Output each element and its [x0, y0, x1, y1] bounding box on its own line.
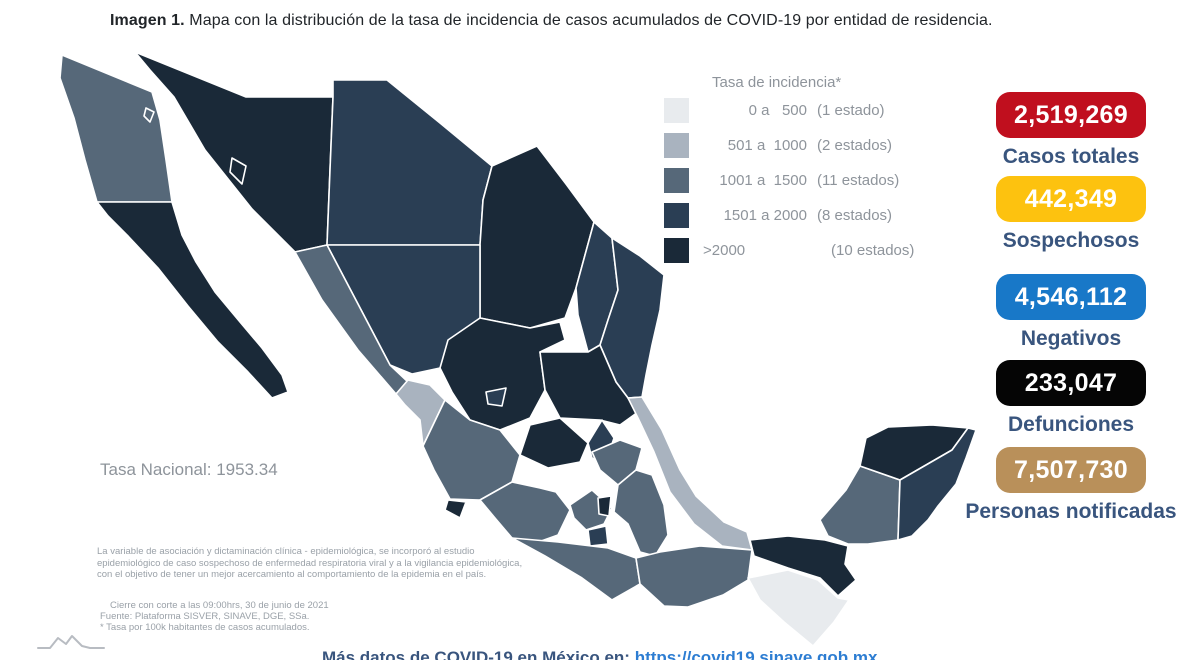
footnote-line: con el objetivo de tener un mejor acerca…: [97, 569, 487, 580]
legend-row: 0 a 500 (1 estado): [664, 95, 964, 125]
stat-personas-notificadas: 7,507,730 Personas notificadas: [955, 447, 1187, 524]
legend-range: 0 a 500: [748, 101, 807, 119]
national-rate-label: Tasa Nacional: 1953.34: [100, 460, 278, 479]
legend-count: (1 estado): [817, 101, 885, 119]
legend-row: 501 a 1000 (2 estados): [664, 130, 964, 160]
legend-count: (8 estados): [817, 206, 893, 224]
stat-value-badge: 442,349: [996, 176, 1146, 222]
source-note: Cierre con corte a las 09:00hrs, 30 de j…: [100, 600, 520, 633]
title-text: Mapa con la distribución de la tasa de i…: [184, 12, 993, 29]
state-quintana-roo: [897, 427, 977, 541]
stat-label: Negativos: [1020, 327, 1122, 350]
legend-range: 501 a 1000: [727, 136, 807, 154]
legend-count: (10 estados): [831, 241, 915, 259]
footnote-line: La variable de asociación y dictaminació…: [97, 546, 475, 557]
state-chihuahua: [326, 79, 493, 246]
state-colima: [444, 499, 467, 519]
legend-range: >2000: [703, 241, 746, 259]
mountain-logo-icon: [37, 635, 105, 649]
state-cdmx: [597, 495, 612, 517]
stat-value-badge: 233,047: [996, 360, 1146, 406]
island-icon: [229, 157, 247, 185]
state-campeche: [819, 465, 901, 545]
state-michoacan: [479, 481, 571, 546]
legend-row: 1001 a 1500 (11 estados): [664, 165, 964, 195]
footnote: La variable de asociación y dictaminació…: [97, 546, 597, 581]
stat-negativos: 4,546,112 Negativos: [955, 274, 1187, 351]
stat-value-badge: 4,546,112: [996, 274, 1146, 320]
state-jalisco: [422, 399, 521, 501]
stat-value-badge: 7,507,730: [996, 447, 1146, 493]
state-puebla: [613, 469, 669, 557]
stat-sospechosos: 442,349 Sospechosos: [955, 176, 1187, 253]
footnote-line: epidemiológico de caso sospechoso de enf…: [97, 557, 523, 569]
island-icon: [143, 107, 155, 123]
stat-casos-totales: 2,519,269 Casos totales: [955, 92, 1187, 169]
stat-label: Sospechosos: [1002, 229, 1140, 252]
legend-count: (11 estados): [817, 171, 900, 189]
state-aguascalientes: [485, 387, 507, 407]
stat-value-badge: 2,519,269: [996, 92, 1146, 138]
state-baja-california-sur: [96, 201, 289, 399]
state-coahuila: [479, 145, 595, 329]
page-title: Imagen 1. Mapa con la distribución de la…: [110, 12, 993, 30]
legend-swatch-cat1: [664, 97, 689, 123]
legend-swatch-cat5: [664, 237, 689, 263]
legend-range: 1501 a 2000: [723, 206, 807, 224]
state-tabasco: [749, 535, 857, 597]
legend-row: >2000 (10 estados): [664, 235, 964, 265]
stat-label: Defunciones: [1007, 413, 1135, 436]
stat-label: Casos totales: [1002, 145, 1140, 168]
legend-swatch-cat4: [664, 202, 689, 228]
footer-text: Más datos de COVID-19 en México en:: [322, 648, 635, 660]
legend-count: (2 estados): [817, 136, 893, 154]
state-morelos: [587, 525, 609, 547]
stat-defunciones: 233,047 Defunciones: [955, 360, 1187, 437]
legend-range: 1001 a 1500: [719, 171, 807, 189]
stat-label: Personas notificadas: [965, 500, 1177, 523]
title-prefix: Imagen 1.: [110, 12, 185, 29]
legend-swatch-cat3: [664, 167, 689, 193]
state-chiapas: [747, 569, 850, 647]
footer-link[interactable]: https://covid19.sinave.gob.mx: [634, 648, 878, 660]
state-guanajuato: [519, 417, 589, 469]
footer-link-line: Más datos de COVID-19 en México en: http…: [322, 648, 877, 660]
legend-row: 1501 a 2000 (8 estados): [664, 200, 964, 230]
state-oaxaca: [635, 545, 753, 608]
source-line: Fuente: Plataforma SISVER, SINAVE, DGE, …: [100, 611, 310, 622]
legend-title: Tasa de incidencia*: [712, 74, 842, 91]
state-veracruz: [627, 396, 753, 551]
source-line: * Tasa por 100k habitantes de casos acum…: [100, 622, 310, 633]
source-line: Cierre con corte a las 09:00hrs, 30 de j…: [110, 600, 329, 611]
state-sinaloa: [294, 244, 409, 395]
incidence-legend: Tasa de incidencia* 0 a 500 (1 estado) 5…: [664, 74, 964, 270]
legend-swatch-cat2: [664, 132, 689, 158]
